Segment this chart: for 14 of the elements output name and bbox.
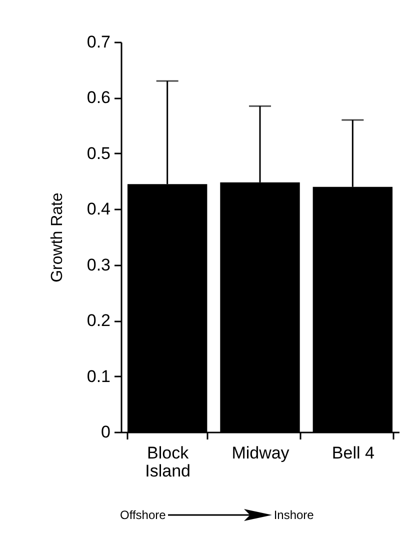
x-tick-label: Bell 4	[332, 444, 374, 462]
y-tick-label: 0.2	[86, 311, 110, 330]
y-tick-label: 0.1	[86, 366, 110, 386]
y-tick-label: 0	[101, 422, 110, 442]
y-tick-label: 0.7	[86, 32, 110, 52]
x-tick-label: Midway	[232, 444, 290, 462]
y-axis-title: Growth Rate	[48, 192, 66, 282]
text: Offshore	[120, 508, 166, 522]
x-tick-label: Block Island	[145, 444, 191, 480]
text: Inshore	[274, 508, 314, 522]
y-tick-label: 0.5	[86, 144, 110, 163]
y-tick-label: 0.6	[86, 88, 110, 108]
y-tick-label: 0.3	[86, 255, 110, 274]
y-tick-label: 0.4	[86, 200, 110, 219]
